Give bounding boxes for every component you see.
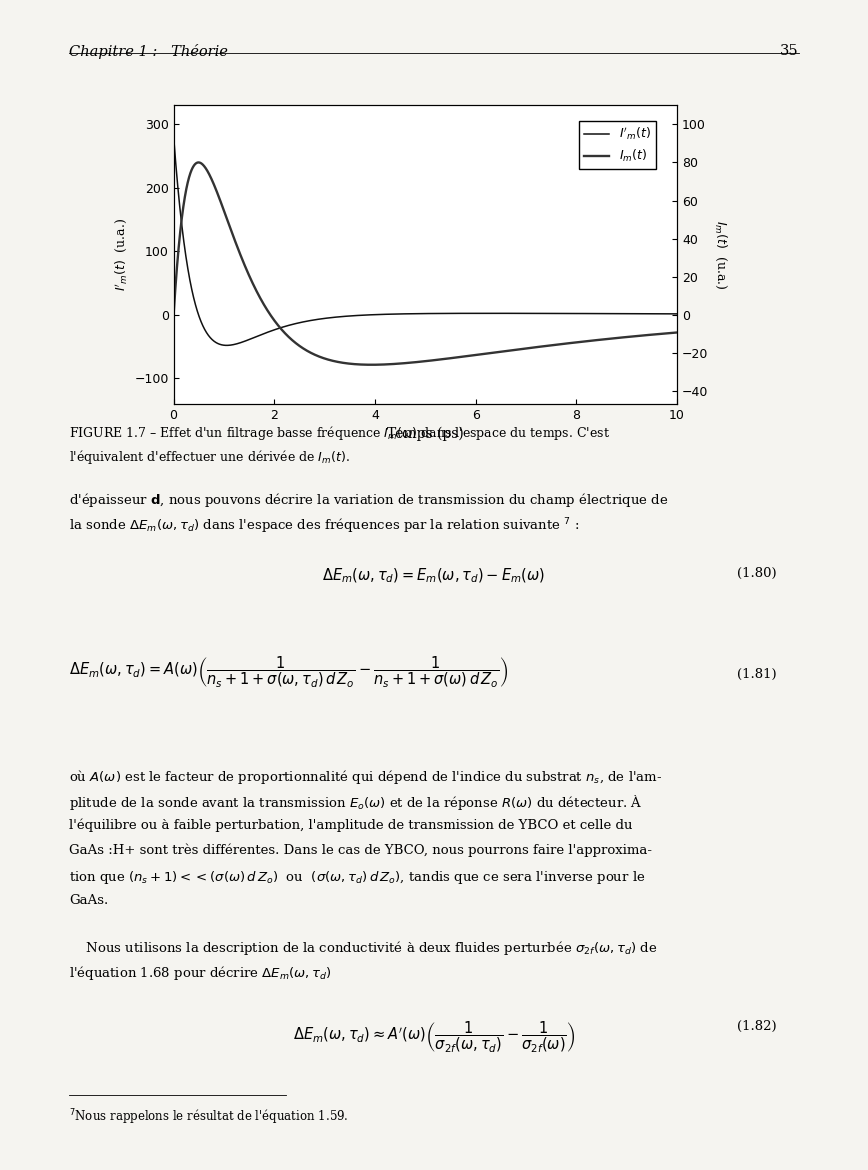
- Text: Chapitre 1 :   Théorie: Chapitre 1 : Théorie: [69, 44, 228, 60]
- Text: $\Delta E_m(\omega, \tau_d) = A(\omega) \left( \dfrac{1}{n_s + 1 + \sigma(\omega: $\Delta E_m(\omega, \tau_d) = A(\omega) …: [69, 655, 509, 690]
- Text: GaAs.: GaAs.: [69, 894, 108, 907]
- Text: $^7$Nous rappelons le résultat de l'équation 1.59.: $^7$Nous rappelons le résultat de l'équa…: [69, 1108, 349, 1128]
- Legend: $I'_m(t)$, $I_m(t)$: $I'_m(t)$, $I_m(t)$: [579, 121, 655, 170]
- Text: (1.81): (1.81): [737, 667, 777, 681]
- Text: plitude de la sonde avant la transmission $E_o(\omega)$ et de la réponse $R(\ome: plitude de la sonde avant la transmissio…: [69, 793, 643, 812]
- Text: l'équilibre ou à faible perturbation, l'amplitude de transmission de YBCO et cel: l'équilibre ou à faible perturbation, l'…: [69, 819, 633, 832]
- Y-axis label: $I'_m(t)$  (u.a.): $I'_m(t)$ (u.a.): [113, 218, 128, 291]
- Text: où $A(\omega)$ est le facteur de proportionnalité qui dépend de l'indice du subs: où $A(\omega)$ est le facteur de proport…: [69, 769, 663, 786]
- X-axis label: Temps (ps): Temps (ps): [387, 427, 464, 441]
- Text: FIGURE 1.7 – Effet d'un filtrage basse fréquence $I_m(\omega)$ dans l'espace du : FIGURE 1.7 – Effet d'un filtrage basse f…: [69, 424, 610, 441]
- Text: l'équivalent d'effectuer une dérivée de $I_m(t)$.: l'équivalent d'effectuer une dérivée de …: [69, 448, 350, 466]
- Y-axis label: $I_m(t)$  (u.a.): $I_m(t)$ (u.a.): [713, 220, 727, 289]
- Text: $\Delta E_m(\omega, \tau_d) \approx A'(\omega) \left( \dfrac{1}{\sigma_{2f}(\ome: $\Delta E_m(\omega, \tau_d) \approx A'(\…: [293, 1020, 575, 1054]
- Text: tion que $(n_s + 1) << (\sigma(\omega)\, d\, Z_o)$  ou  $(\sigma(\omega, \tau_d): tion que $(n_s + 1) << (\sigma(\omega)\,…: [69, 868, 646, 886]
- Text: d'épaisseur $\mathbf{d}$, nous pouvons décrire la variation de transmission du c: d'épaisseur $\mathbf{d}$, nous pouvons d…: [69, 491, 668, 509]
- Text: GaAs :H+ sont très différentes. Dans le cas de YBCO, nous pourrons faire l'appro: GaAs :H+ sont très différentes. Dans le …: [69, 844, 653, 858]
- Text: (1.82): (1.82): [737, 1020, 777, 1033]
- Text: $\Delta E_m(\omega, \tau_d) = E_m(\omega, \tau_d) - E_m(\omega)$: $\Delta E_m(\omega, \tau_d) = E_m(\omega…: [323, 567, 545, 585]
- Text: 35: 35: [780, 44, 799, 59]
- Text: (1.80): (1.80): [737, 567, 777, 580]
- Text: la sonde $\Delta E_m(\omega, \tau_d)$ dans l'espace des fréquences par la relati: la sonde $\Delta E_m(\omega, \tau_d)$ da…: [69, 517, 580, 536]
- Text: Nous utilisons la description de la conductivité à deux fluides perturbée $\sigm: Nous utilisons la description de la cond…: [69, 940, 658, 957]
- Text: l'équation 1.68 pour décrire $\Delta E_m(\omega, \tau_d)$: l'équation 1.68 pour décrire $\Delta E_m…: [69, 964, 332, 983]
